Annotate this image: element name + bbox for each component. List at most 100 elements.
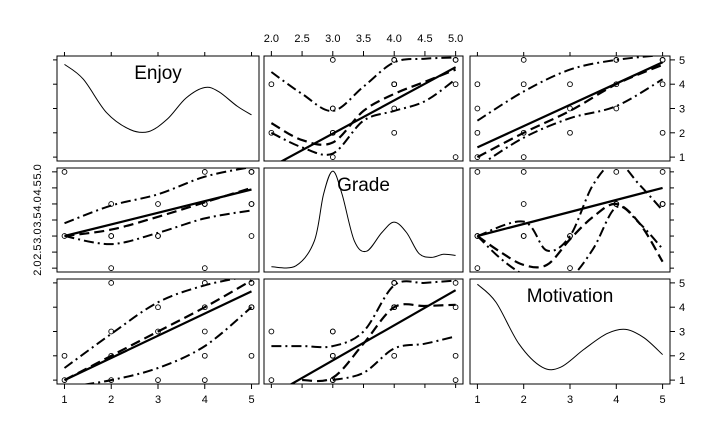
x-tick-label: 3.5 <box>356 33 371 45</box>
panel-frame-enjoy-grade <box>263 55 464 162</box>
x-tick-label: 2 <box>521 394 527 406</box>
data-point <box>201 352 208 359</box>
panel-grade-vs-grade <box>271 170 456 269</box>
y-tick-label: 1 <box>679 152 685 164</box>
data-point <box>268 377 275 383</box>
y-tick-label: 2 <box>679 128 685 140</box>
data-point <box>391 280 398 286</box>
lower-spread-line <box>81 306 253 384</box>
data-point <box>155 304 161 311</box>
data-point <box>108 265 115 271</box>
data-point <box>248 304 255 311</box>
data-point <box>268 129 275 136</box>
y-tick-label: 3.5 <box>32 212 44 227</box>
x-tick-label: 4 <box>613 394 619 406</box>
smoother-line <box>476 63 664 159</box>
panel-enjoy-vs-motivation <box>474 56 666 161</box>
smoother-line <box>63 279 253 382</box>
lower-spread-line <box>476 205 664 272</box>
lower-spread-line <box>484 78 664 161</box>
data-point <box>659 129 666 136</box>
y-tick-label: 5 <box>679 278 685 290</box>
data-point <box>474 154 481 160</box>
y-tick-label: 3 <box>679 327 685 339</box>
panel-enjoy-vs-grade <box>268 56 459 161</box>
lower-spread-line <box>332 335 456 382</box>
panel-enjoy-vs-enjoy <box>64 63 252 134</box>
data-point <box>520 57 527 63</box>
panel-frame-grade-motivation <box>469 167 671 273</box>
data-point <box>155 201 161 207</box>
y-tick-label: 5 <box>679 55 685 67</box>
y-tick-label: 2 <box>679 351 685 363</box>
data-point <box>659 57 666 63</box>
data-point <box>248 201 255 207</box>
y-tick-label: 3 <box>679 104 685 116</box>
x-tick-label: 1 <box>474 394 480 406</box>
data-point <box>520 81 527 88</box>
regression-line <box>279 66 457 161</box>
data-point <box>108 280 115 286</box>
data-point <box>520 154 527 160</box>
x-tick-label: 3 <box>567 394 573 406</box>
variable-label-enjoy: Enjoy <box>134 63 182 84</box>
data-point <box>329 328 336 335</box>
data-point <box>613 105 620 112</box>
panel-grade-vs-motivation <box>474 168 666 272</box>
y-tick-label: 5.0 <box>32 164 44 179</box>
data-point <box>474 129 481 136</box>
data-point <box>201 169 208 175</box>
x-tick-label: 4 <box>202 394 208 406</box>
data-point <box>452 154 459 160</box>
y-tick-label: 3.0 <box>32 228 44 243</box>
data-point <box>329 57 336 63</box>
data-point <box>659 201 666 207</box>
data-point <box>329 154 336 160</box>
panel-grade-vs-enjoy <box>61 168 255 271</box>
x-tick-label: 2.5 <box>294 33 309 45</box>
x-tick-label: 4.0 <box>387 33 402 45</box>
upper-spread-line <box>63 279 239 369</box>
data-point <box>391 81 398 88</box>
panel-motivation-vs-motivation <box>477 283 663 371</box>
y-tick-label: 2.5 <box>32 244 44 259</box>
upper-spread-line <box>477 168 664 253</box>
y-tick-label: 2.0 <box>32 260 44 275</box>
data-point <box>329 352 336 359</box>
density-curve-enjoy <box>64 63 252 134</box>
smoother-line <box>64 186 252 238</box>
data-point <box>567 81 573 88</box>
data-point <box>201 304 208 311</box>
x-tick-label: 2.0 <box>264 33 279 45</box>
upper-spread-line <box>64 168 252 225</box>
x-tick-label: 5.0 <box>448 33 463 45</box>
data-point <box>567 129 573 136</box>
regression-line <box>476 61 664 149</box>
regression-line <box>64 188 252 238</box>
panel-motivation-vs-grade <box>268 279 459 384</box>
data-point <box>155 233 161 239</box>
variable-label-grade: Grade <box>337 175 390 196</box>
x-tick-label: 5 <box>660 394 666 406</box>
data-point <box>474 265 481 271</box>
x-tick-label: 1 <box>61 394 67 406</box>
lower-spread-line <box>64 209 252 246</box>
y-tick-label: 1 <box>679 375 685 387</box>
panel-frame-grade-enjoy <box>56 167 260 273</box>
data-point <box>452 377 459 383</box>
data-point <box>520 169 527 175</box>
data-point <box>659 81 666 88</box>
y-tick-label: 4 <box>679 302 685 314</box>
upper-spread-line <box>271 279 456 349</box>
data-point <box>391 352 398 359</box>
data-point <box>520 233 527 239</box>
data-point <box>474 169 481 175</box>
regression-line <box>289 289 457 384</box>
x-tick-label: 3.0 <box>325 33 340 45</box>
data-point <box>108 233 115 239</box>
lower-spread-line <box>270 78 457 156</box>
x-tick-label: 2 <box>108 394 114 406</box>
density-curve-grade <box>271 170 456 269</box>
y-tick-label: 4.0 <box>32 196 44 211</box>
